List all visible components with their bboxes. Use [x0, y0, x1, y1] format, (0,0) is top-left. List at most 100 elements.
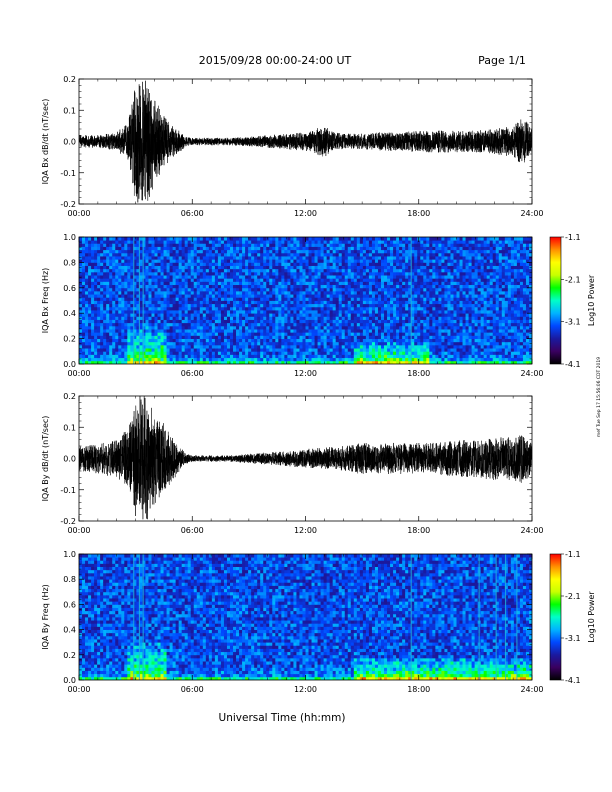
spectrogram-cell — [293, 278, 297, 282]
spectrogram-cell — [187, 338, 192, 343]
spectrogram-cell — [444, 297, 448, 301]
spectrogram-cell — [341, 338, 346, 343]
spectrogram-cell — [130, 303, 134, 308]
spectrogram-cell — [148, 313, 152, 317]
spectrogram-cell — [85, 237, 89, 241]
spectrogram-cell — [223, 243, 228, 247]
spectrogram-cell — [438, 259, 442, 263]
spectrogram-cell — [411, 316, 415, 320]
spectrogram-cell — [157, 237, 161, 241]
spectrogram-cell — [356, 306, 361, 311]
spectrogram-cell — [94, 256, 98, 260]
spectrogram-cell — [441, 322, 445, 327]
spectrogram-cell — [429, 357, 433, 362]
spectrogram-cell — [106, 294, 110, 298]
spectrogram-cell — [381, 268, 385, 273]
spectrogram-cell — [79, 287, 83, 292]
spectrogram-cell — [242, 271, 246, 276]
spectrogram-cell — [414, 275, 418, 279]
spectrogram-cell — [169, 252, 174, 257]
spectrogram-cell — [426, 243, 430, 247]
spectrogram-cell — [263, 265, 267, 270]
spectrogram-cell — [211, 313, 216, 317]
spectrogram-cell — [359, 322, 364, 327]
spectrogram-cell — [353, 344, 358, 349]
spectrogram-cell — [236, 351, 240, 355]
spectrogram-cell — [323, 278, 328, 282]
spectrogram-cell — [136, 278, 140, 282]
spectrogram-cell — [220, 332, 225, 336]
spectrogram-cell — [323, 348, 328, 352]
spectrogram-cell — [374, 310, 379, 314]
spectrogram-cell — [399, 360, 403, 364]
spectrogram-cell — [88, 338, 92, 343]
spectrogram-cell — [405, 259, 409, 263]
spectrogram-cell — [423, 338, 427, 343]
spectrogram-cell — [302, 319, 306, 324]
spectrogram-cell — [272, 246, 276, 251]
spectrogram-cell — [193, 246, 198, 251]
spectrogram-cell — [208, 259, 213, 263]
spectrogram-cell — [272, 351, 276, 355]
spectrogram-cell — [326, 341, 331, 346]
spectrogram-cell — [169, 275, 174, 279]
spectrogram-cell — [245, 354, 249, 359]
spectrogram-cell — [441, 262, 445, 266]
spectrogram-cell — [393, 271, 397, 276]
spectrogram-cell — [139, 300, 143, 305]
spectrogram-cell — [91, 262, 95, 266]
spectrogram-cell — [217, 246, 222, 251]
spectrogram-cell — [257, 360, 261, 364]
spectrogram-cell — [278, 338, 282, 343]
spectrogram-cell — [245, 338, 249, 343]
spectrogram-cell — [429, 246, 433, 251]
spectrogram-cell — [411, 325, 415, 330]
spectrogram-cell — [217, 329, 222, 333]
spectrogram-cell — [115, 297, 119, 301]
spectrogram-cell — [284, 297, 288, 301]
spectrogram-cell — [199, 310, 204, 314]
spectrogram-cell — [242, 354, 246, 359]
spectrogram-cell — [371, 297, 376, 301]
spectrogram-cell — [133, 322, 137, 327]
spectrogram-cell — [226, 338, 231, 343]
spectrogram-cell — [157, 341, 161, 346]
spectrogram-cell — [311, 265, 315, 270]
spectrogram-cell — [341, 313, 346, 317]
spectrogram-cell — [278, 316, 282, 320]
spectrogram-cell — [338, 306, 343, 311]
spectrogram-cell — [396, 303, 400, 308]
spectrogram-cell — [97, 275, 101, 279]
spectrogram-cell — [278, 243, 282, 247]
spectrogram-cell — [160, 268, 164, 273]
spectrogram-cell — [175, 310, 180, 314]
spectrogram-cell — [175, 319, 180, 324]
spectrogram-cell — [260, 287, 264, 292]
spectrogram-cell — [85, 338, 89, 343]
spectrogram-cell — [184, 275, 189, 279]
spectrogram-cell — [163, 252, 167, 257]
spectrogram-cell — [178, 240, 183, 244]
spectrogram-cell — [163, 249, 167, 254]
spectrogram-cell — [211, 249, 216, 254]
spectrogram-cell — [236, 268, 240, 273]
spectrogram-cell — [142, 278, 146, 282]
spectrogram-cell — [287, 252, 291, 257]
spectrogram-cell — [169, 237, 174, 241]
spectrogram-cell — [178, 332, 183, 336]
spectrogram-cell — [193, 313, 198, 317]
spectrogram-cell — [245, 348, 249, 352]
spectrogram-cell — [332, 237, 337, 241]
spectrogram-cell — [245, 243, 249, 247]
spectrogram-cell — [82, 275, 86, 279]
spectrogram-cell — [214, 275, 219, 279]
spectrogram-cell — [377, 313, 382, 317]
spectrogram-cell — [257, 259, 261, 263]
spectrogram-cell — [326, 344, 331, 349]
spectrogram-cell — [230, 300, 234, 305]
spectrogram-cell — [202, 278, 207, 282]
spectrogram-cell — [362, 316, 367, 320]
spectrogram-cell — [157, 297, 161, 301]
spectrogram-cell — [97, 252, 101, 257]
spectrogram-cell — [103, 332, 107, 336]
